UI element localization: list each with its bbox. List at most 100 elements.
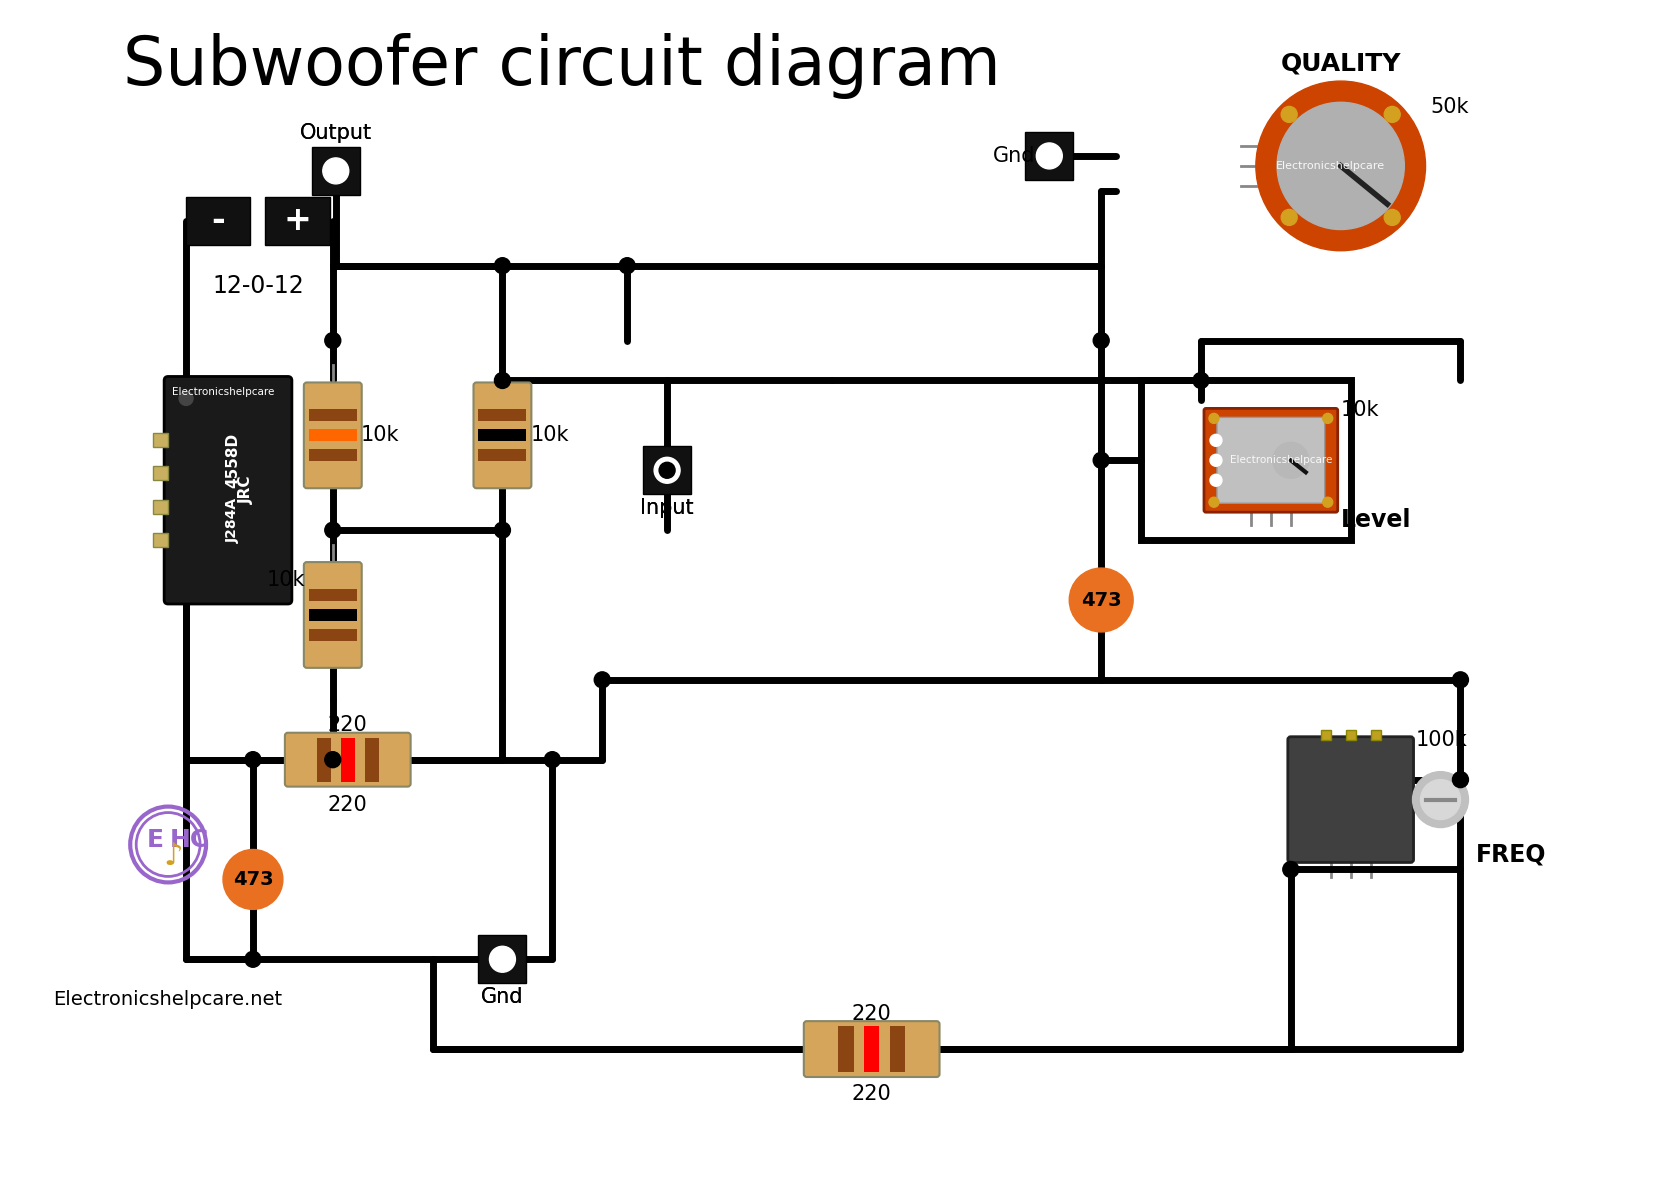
Text: FREQ: FREQ [1475, 843, 1546, 867]
Bar [1025, 132, 1074, 179]
Circle shape [245, 951, 260, 967]
Circle shape [324, 523, 341, 538]
Text: Electronicshelpcare.net: Electronicshelpcare.net [54, 990, 282, 1009]
FancyBboxPatch shape [304, 383, 361, 489]
Bar [309, 628, 356, 641]
Bar [153, 433, 168, 448]
Circle shape [1282, 209, 1297, 225]
FancyBboxPatch shape [1216, 418, 1326, 503]
Circle shape [1210, 413, 1220, 424]
Circle shape [324, 332, 341, 348]
Bar [1346, 730, 1356, 739]
Text: 220: 220 [852, 1004, 892, 1025]
Text: -: - [212, 205, 225, 237]
Bar [185, 196, 250, 244]
FancyBboxPatch shape [304, 562, 361, 668]
Bar [479, 449, 526, 461]
Circle shape [1322, 497, 1332, 507]
Text: Gnd: Gnd [480, 987, 524, 1008]
Bar [316, 738, 331, 781]
Text: Electronicshelpcare: Electronicshelpcare [171, 388, 274, 397]
Circle shape [1068, 568, 1132, 632]
Text: 10k: 10k [361, 425, 400, 445]
Text: 220: 220 [852, 1084, 892, 1104]
Circle shape [1384, 209, 1399, 225]
Bar [1371, 730, 1381, 739]
Bar [1141, 380, 1351, 541]
Circle shape [595, 672, 610, 687]
Text: QUALITY: QUALITY [1280, 51, 1401, 75]
Circle shape [494, 372, 511, 389]
Circle shape [1282, 106, 1297, 123]
Text: 10k: 10k [267, 569, 304, 590]
Text: 50k: 50k [1430, 96, 1468, 117]
FancyBboxPatch shape [1205, 408, 1337, 512]
Bar [479, 430, 526, 442]
Text: Input: Input [640, 498, 694, 518]
Bar [312, 147, 360, 195]
Circle shape [494, 258, 511, 273]
Text: E: E [148, 827, 165, 851]
Bar [1320, 730, 1331, 739]
Text: Output: Output [299, 123, 371, 143]
FancyBboxPatch shape [1289, 737, 1413, 862]
Bar [365, 738, 380, 781]
Bar [309, 449, 356, 461]
Circle shape [1273, 442, 1309, 478]
Circle shape [489, 946, 516, 973]
Circle shape [1210, 497, 1220, 507]
Circle shape [1094, 453, 1109, 468]
Bar [309, 409, 356, 421]
Circle shape [1413, 772, 1468, 827]
Circle shape [1384, 106, 1399, 123]
Text: HC: HC [170, 827, 210, 851]
Text: J284A: J284A [227, 497, 240, 543]
Text: +: + [284, 205, 312, 237]
Circle shape [620, 258, 635, 273]
Circle shape [1322, 413, 1332, 424]
Text: JRC: JRC [239, 476, 254, 504]
Circle shape [1284, 862, 1299, 878]
Circle shape [1277, 102, 1404, 230]
Bar [265, 196, 331, 244]
Text: Gnd: Gnd [993, 146, 1035, 166]
Bar [309, 589, 356, 601]
Text: 220: 220 [328, 795, 368, 815]
Circle shape [1094, 332, 1109, 348]
Bar [479, 936, 526, 984]
Bar [309, 430, 356, 442]
FancyBboxPatch shape [803, 1021, 939, 1078]
Text: 220: 220 [328, 715, 368, 734]
Circle shape [1210, 454, 1221, 466]
Circle shape [245, 751, 260, 768]
Circle shape [1453, 672, 1468, 687]
Circle shape [1210, 474, 1221, 486]
Circle shape [1193, 372, 1210, 389]
Circle shape [1210, 435, 1221, 447]
Text: 10k: 10k [531, 425, 570, 445]
Bar [341, 738, 354, 781]
Bar [643, 447, 690, 494]
Circle shape [223, 850, 282, 909]
Text: ♪: ♪ [163, 842, 183, 870]
Circle shape [180, 391, 193, 406]
Circle shape [1257, 81, 1426, 250]
Bar [153, 466, 168, 480]
Bar [153, 500, 168, 514]
FancyBboxPatch shape [474, 383, 531, 489]
Text: 100k: 100k [1416, 730, 1467, 750]
Text: 10k: 10k [1341, 401, 1379, 420]
FancyBboxPatch shape [165, 377, 292, 604]
Text: 473: 473 [1080, 590, 1122, 609]
Circle shape [654, 458, 680, 483]
Bar [890, 1026, 906, 1072]
FancyBboxPatch shape [286, 733, 410, 786]
Text: Gnd: Gnd [480, 987, 524, 1008]
Text: Electronicshelpcare: Electronicshelpcare [1230, 455, 1332, 465]
Bar [864, 1026, 879, 1072]
Text: 4558D: 4558D [225, 432, 240, 488]
Circle shape [1421, 780, 1460, 820]
Bar [309, 609, 356, 621]
Bar [153, 533, 168, 547]
Circle shape [1037, 143, 1062, 169]
